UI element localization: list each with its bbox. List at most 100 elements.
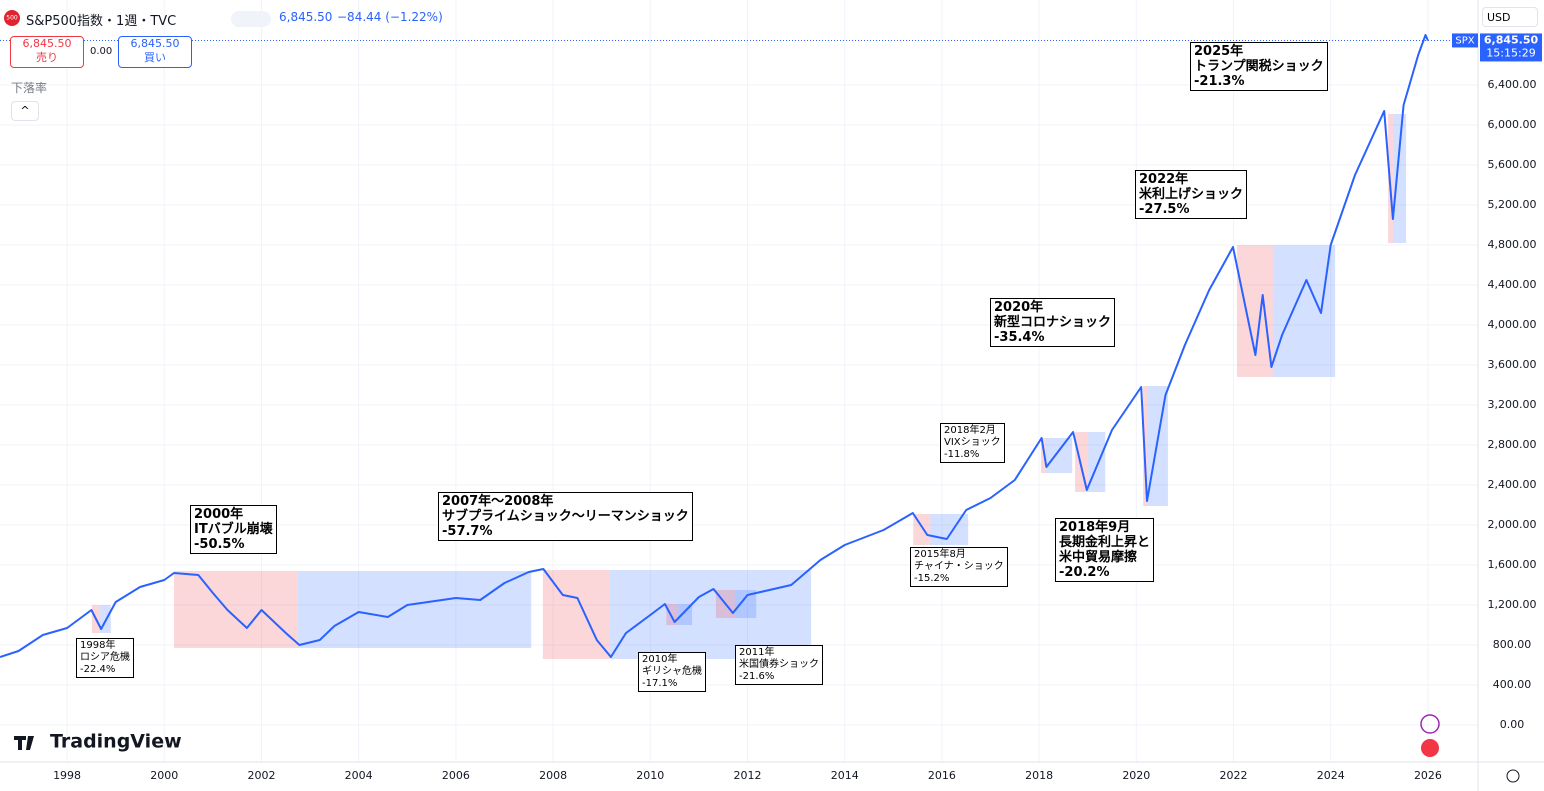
annotation-line: 米中貿易摩擦 xyxy=(1059,550,1138,565)
decline-region xyxy=(1236,245,1273,377)
collapse-button[interactable]: ^ xyxy=(11,101,39,121)
annotation-line: -57.7% xyxy=(442,524,493,539)
symbol-tag xyxy=(1452,33,1478,48)
recovery-region xyxy=(609,570,812,659)
recovery-region xyxy=(297,571,532,648)
annotation-line: 2007年〜2008年 xyxy=(442,494,554,509)
annotation-line: -11.8% xyxy=(944,449,980,460)
annotation: 2000年 ITバブル崩壊 -50.5% xyxy=(190,505,277,554)
y-tick-label: 3,200.00 xyxy=(1488,398,1537,411)
y-tick-label: 2,000.00 xyxy=(1488,518,1537,531)
x-tick-label: 2010 xyxy=(636,769,664,782)
annotation: 2010年 ギリシャ危機 -17.1% xyxy=(638,652,706,692)
annotation-line: -21.3% xyxy=(1194,74,1245,89)
indicator: 下落率 xyxy=(11,81,48,95)
annotation-line: VIXショック xyxy=(944,437,1001,448)
annotation-line: -17.1% xyxy=(642,678,678,689)
countdown: 15:15:29 xyxy=(1486,46,1535,59)
annotation-line: 2010年 xyxy=(642,654,678,665)
x-tick-label: 2022 xyxy=(1220,769,1248,782)
toggle[interactable] xyxy=(231,11,271,27)
logo-mark xyxy=(14,736,34,750)
y-tick-label: 5,200.00 xyxy=(1488,198,1537,211)
price-line xyxy=(0,34,1429,658)
x-tick-label: 2016 xyxy=(928,769,956,782)
buy-button[interactable]: 6,845.50 買い xyxy=(118,36,192,68)
x-tick-label: 2020 xyxy=(1122,769,1150,782)
annotation-line: サブプライムショック〜リーマンショック xyxy=(442,509,689,524)
y-tick-label: 4,800.00 xyxy=(1488,238,1537,251)
annotation: 2018年2月 VIXショック -11.8% xyxy=(940,423,1005,463)
y-tick-label: 1,600.00 xyxy=(1488,558,1537,571)
annotation: 2020年 新型コロナショック -35.4% xyxy=(990,298,1116,347)
annotation-line: 米利上げショック xyxy=(1139,187,1244,202)
y-tick-label: 4,400.00 xyxy=(1488,278,1537,291)
y-tick-label: 2,800.00 xyxy=(1488,438,1537,451)
annotation: 2007年〜2008年 サブプライムショック〜リーマンショック -57.7% xyxy=(438,492,693,541)
x-tick-label: 1998 xyxy=(53,769,81,782)
recovery-region xyxy=(930,514,969,545)
sell-price: 6,845.50 xyxy=(22,37,72,50)
y-tick-label: 6,400.00 xyxy=(1488,78,1537,91)
x-tick-label: 2006 xyxy=(442,769,470,782)
logo: TradingView xyxy=(50,731,182,753)
x-tick-label: 2002 xyxy=(247,769,275,782)
y-tick-label: 2,400.00 xyxy=(1488,478,1537,491)
annotation-line: 2022年 xyxy=(1139,172,1189,187)
annotation-line: チャイナ・ショック xyxy=(914,561,1004,572)
annotation-line: 2018年2月 xyxy=(944,425,996,436)
annotation-line: -15.2% xyxy=(914,573,950,584)
symbol-icon-text: 500 xyxy=(6,15,18,22)
annotation-line: 2025年 xyxy=(1194,44,1244,59)
y-tick-label: 4,000.00 xyxy=(1488,318,1537,331)
recovery-region xyxy=(1045,438,1073,473)
annotation: 2025年 トランプ関税ショック -21.3% xyxy=(1190,42,1328,91)
recovery-region xyxy=(734,590,757,618)
annotation-line: ロシア危機 xyxy=(80,652,130,663)
decline-region xyxy=(1075,432,1089,492)
annotation-line: 2000年 xyxy=(194,507,244,522)
annotation: 2015年8月 チャイナ・ショック -15.2% xyxy=(910,547,1008,587)
annotation-line: 新型コロナショック xyxy=(994,315,1112,330)
decline-region xyxy=(666,604,679,625)
annotation-line: -21.6% xyxy=(739,671,775,682)
price: 6,845.50 xyxy=(279,10,333,24)
buy-price: 6,845.50 xyxy=(130,37,180,50)
price-tag-text: 6,845.50 xyxy=(1484,33,1539,46)
x-tick-label: 2012 xyxy=(734,769,762,782)
settings-icon[interactable] xyxy=(1506,769,1520,783)
recovery-region xyxy=(1272,245,1336,377)
x-tick-label: 2008 xyxy=(539,769,567,782)
flag-icon[interactable] xyxy=(1421,739,1439,757)
x-tick-label: 2014 xyxy=(831,769,859,782)
annotation-line: 2011年 xyxy=(739,647,775,658)
y-tick-label: 3,600.00 xyxy=(1488,358,1537,371)
x-tick-label: 2000 xyxy=(150,769,178,782)
x-tick-label: 2026 xyxy=(1414,769,1442,782)
currency-button[interactable]: USD xyxy=(1482,7,1538,27)
y-tick-label: 0.00 xyxy=(1500,718,1525,731)
x-tick-label: 2024 xyxy=(1317,769,1345,782)
title: S&P500指数・1週・TVC xyxy=(26,14,177,29)
annotation: 2022年 米利上げショック -27.5% xyxy=(1135,170,1248,219)
spread: 0.00 xyxy=(90,46,113,57)
annotation-line: ギリシャ危機 xyxy=(642,666,702,677)
annotation-line: -27.5% xyxy=(1139,202,1190,217)
y-tick-label: 5,600.00 xyxy=(1488,158,1537,171)
change: −84.44 (−1.22%) xyxy=(337,10,443,24)
annotation: 1998年 ロシア危機 -22.4% xyxy=(76,638,134,678)
recovery-region xyxy=(678,604,693,625)
annotation-line: -20.2% xyxy=(1059,565,1110,580)
annotation-line: -22.4% xyxy=(80,664,116,675)
y-tick-label: 800.00 xyxy=(1493,638,1532,651)
annotation-line: 米国債券ショック xyxy=(739,659,819,670)
decline-region xyxy=(173,571,298,648)
x-tick-label: 2004 xyxy=(345,769,373,782)
y-tick-label: 1,200.00 xyxy=(1488,598,1537,611)
price-tag xyxy=(1480,33,1542,62)
annotation-line: 2015年8月 xyxy=(914,549,966,560)
buy-label: 買い xyxy=(144,51,166,64)
event-icon[interactable] xyxy=(1420,714,1440,734)
sell-button[interactable]: 6,845.50 売り xyxy=(10,36,84,68)
